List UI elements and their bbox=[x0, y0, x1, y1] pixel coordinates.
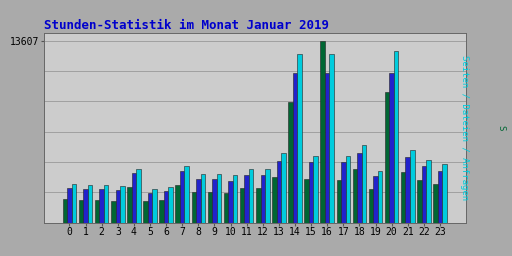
Bar bbox=[394, 51, 398, 223]
Bar bbox=[261, 175, 265, 223]
Bar bbox=[120, 186, 124, 223]
Bar bbox=[357, 153, 361, 223]
Bar bbox=[224, 193, 228, 223]
Bar bbox=[325, 73, 329, 223]
Bar bbox=[373, 176, 378, 223]
Bar bbox=[256, 188, 261, 223]
Bar bbox=[180, 170, 184, 223]
Bar bbox=[116, 190, 120, 223]
Bar bbox=[233, 175, 238, 223]
Bar bbox=[410, 150, 415, 223]
Bar bbox=[390, 73, 394, 223]
Bar bbox=[83, 189, 88, 223]
Bar bbox=[265, 169, 269, 223]
Bar bbox=[217, 174, 221, 223]
Bar bbox=[249, 169, 253, 223]
Bar bbox=[88, 185, 92, 223]
Bar bbox=[406, 157, 410, 223]
Bar bbox=[143, 201, 148, 223]
Text: S: S bbox=[496, 125, 505, 131]
Bar bbox=[168, 187, 173, 223]
Bar bbox=[176, 185, 180, 223]
Bar bbox=[208, 192, 212, 223]
Bar bbox=[240, 188, 244, 223]
Y-axis label: Seiten / Dateien / Anfragen: Seiten / Dateien / Anfragen bbox=[460, 56, 468, 200]
Bar bbox=[378, 170, 382, 223]
Bar bbox=[313, 156, 318, 223]
Bar bbox=[95, 200, 99, 223]
Bar bbox=[421, 166, 426, 223]
Bar bbox=[336, 180, 341, 223]
Bar bbox=[341, 163, 346, 223]
Bar bbox=[281, 153, 286, 223]
Bar bbox=[191, 192, 196, 223]
Bar bbox=[132, 173, 136, 223]
Bar bbox=[244, 175, 249, 223]
Bar bbox=[164, 190, 168, 223]
Bar bbox=[385, 92, 390, 223]
Bar bbox=[369, 189, 373, 223]
Bar bbox=[99, 189, 104, 223]
Bar bbox=[152, 189, 157, 223]
Bar bbox=[62, 199, 67, 223]
Bar bbox=[228, 180, 233, 223]
Bar bbox=[111, 201, 116, 223]
Bar bbox=[353, 169, 357, 223]
Text: Stunden-Statistik im Monat Januar 2019: Stunden-Statistik im Monat Januar 2019 bbox=[44, 19, 329, 32]
Bar bbox=[304, 178, 309, 223]
Bar bbox=[346, 156, 350, 223]
Bar bbox=[67, 188, 72, 223]
Bar bbox=[136, 168, 141, 223]
Bar bbox=[196, 178, 201, 223]
Bar bbox=[201, 174, 205, 223]
Bar bbox=[417, 180, 421, 223]
Bar bbox=[361, 145, 366, 223]
Bar bbox=[79, 200, 83, 223]
Bar bbox=[401, 172, 406, 223]
Bar bbox=[433, 184, 438, 223]
Bar bbox=[309, 162, 313, 223]
Bar bbox=[329, 54, 334, 223]
Bar bbox=[184, 166, 189, 223]
Bar bbox=[159, 200, 164, 223]
Bar bbox=[276, 161, 281, 223]
Bar bbox=[212, 179, 217, 223]
Bar bbox=[272, 177, 276, 223]
Bar bbox=[148, 193, 152, 223]
Bar bbox=[438, 170, 442, 223]
Bar bbox=[321, 40, 325, 223]
Bar bbox=[293, 73, 297, 223]
Bar bbox=[442, 165, 446, 223]
Bar bbox=[104, 185, 109, 223]
Bar bbox=[127, 187, 132, 223]
Bar bbox=[297, 54, 302, 223]
Bar bbox=[72, 184, 76, 223]
Bar bbox=[426, 160, 431, 223]
Bar bbox=[288, 102, 293, 223]
